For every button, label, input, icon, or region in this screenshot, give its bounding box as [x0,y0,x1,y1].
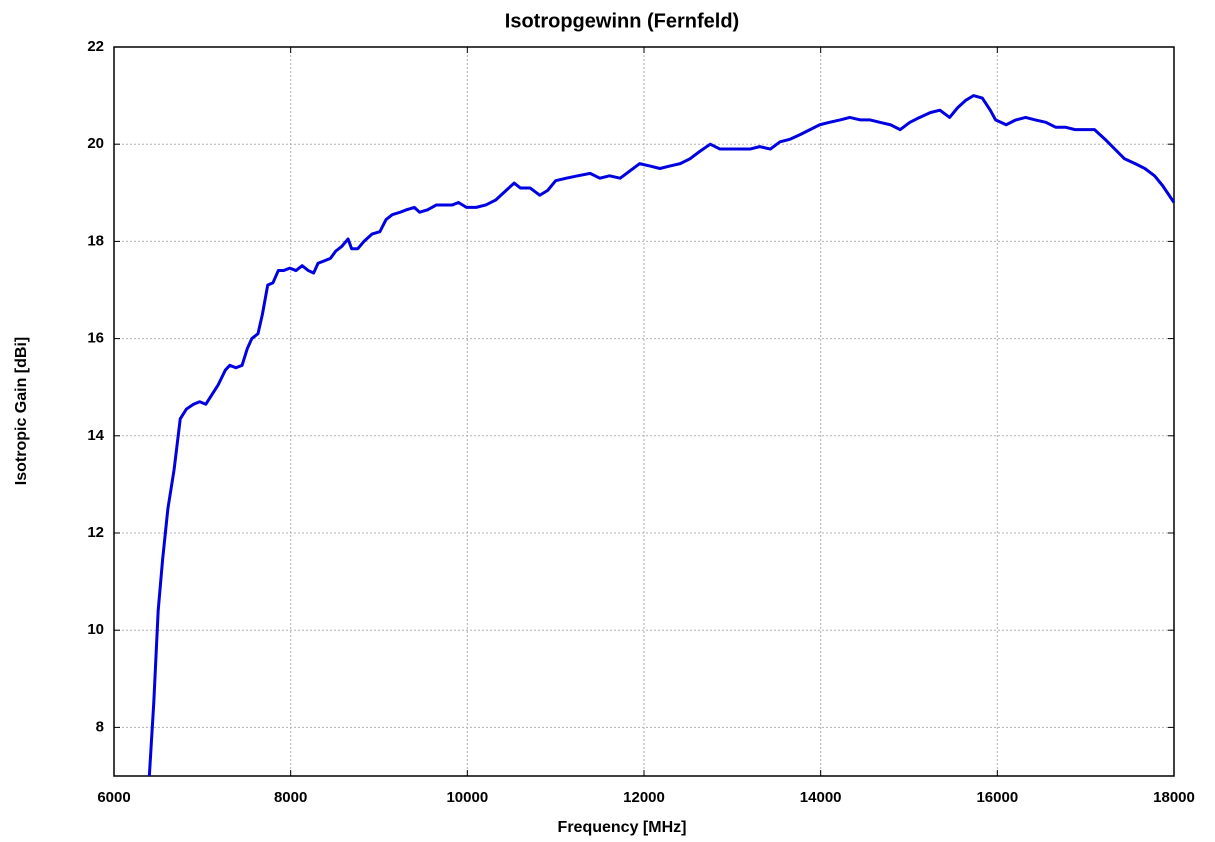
y-tick-label: 22 [87,38,104,55]
y-tick-label: 8 [96,718,104,735]
chart-title: Isotropgewinn (Fernfeld) [505,10,739,32]
x-tick-label: 14000 [800,789,842,806]
y-axis-label: Isotropic Gain [dBi] [13,337,30,485]
y-tick-label: 10 [87,621,104,638]
y-tick-label: 14 [87,427,104,444]
x-tick-label: 8000 [274,789,307,806]
x-tick-label: 6000 [97,789,130,806]
x-tick-label: 18000 [1153,789,1195,806]
y-tick-label: 16 [87,330,104,347]
x-tick-label: 16000 [976,789,1018,806]
y-tick-label: 20 [87,135,104,152]
plot-frame [113,46,1175,777]
data-line [147,94,1176,777]
x-tick-label: 10000 [446,789,488,806]
x-tick-label: 12000 [623,789,665,806]
x-axis-label: Frequency [MHz] [558,819,687,836]
y-tick-label: 12 [87,524,104,541]
y-tick-label: 18 [87,232,104,249]
